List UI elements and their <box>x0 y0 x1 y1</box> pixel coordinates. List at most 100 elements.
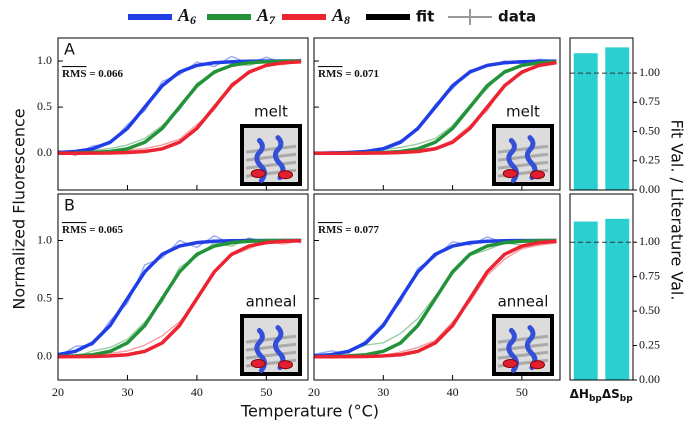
x-tick-label-sub: bp <box>620 394 633 404</box>
inset-dot <box>250 169 266 179</box>
rms-annotation: RMS = 0.065 <box>62 224 123 236</box>
fit-line <box>58 238 302 359</box>
rms-label: RMS <box>62 224 86 236</box>
bar <box>605 218 630 380</box>
legend-label-sub: 7 <box>269 13 276 27</box>
bar <box>573 221 598 380</box>
inset-dot <box>250 359 266 369</box>
x-tick-label: 20 <box>52 385 64 399</box>
rms-value: 0.065 <box>98 224 123 236</box>
plot-frame <box>313 37 561 191</box>
condition-label: anneal <box>246 293 297 311</box>
x-tick-label: 40 <box>191 385 203 399</box>
inset-surface <box>497 334 549 344</box>
rms-sep: = <box>86 68 98 80</box>
x-tick-label: 30 <box>377 385 389 399</box>
inset-surface <box>497 350 549 360</box>
rms-label: RMS <box>318 224 342 236</box>
inset-strand <box>272 325 286 371</box>
x-tick-label-sub: bp <box>589 394 602 404</box>
condition-label: melt <box>254 103 288 121</box>
inset-strand <box>524 135 538 181</box>
y-tick-label: 1.0 <box>37 232 52 246</box>
y-tick-label: 1.00 <box>639 65 660 79</box>
rms-annotation: RMS = 0.066 <box>62 68 123 80</box>
condition-label: anneal <box>498 293 549 311</box>
rms-sep: = <box>342 68 354 80</box>
y-tick-label: 0.25 <box>639 153 660 167</box>
y-tick-label: 0.50 <box>639 303 660 317</box>
legend-label: A6 <box>177 5 196 27</box>
x-tick-label-main: ΔS <box>602 387 620 401</box>
inset-dot <box>502 169 518 179</box>
fit-line <box>314 60 557 155</box>
inset-image <box>492 314 554 376</box>
rms-value: 0.071 <box>354 68 379 80</box>
rms-value: 0.077 <box>354 224 379 236</box>
rms-label: RMS <box>62 68 86 80</box>
y-tick-label: 0.00 <box>639 182 660 196</box>
rms-sep: = <box>86 224 98 236</box>
inset-dot <box>278 170 293 180</box>
y-tick-label: 0.0 <box>37 145 52 159</box>
plot-frame <box>569 37 634 191</box>
inset-surface <box>497 160 549 170</box>
legend-label: data <box>498 8 536 26</box>
x-tick-label: 50 <box>260 385 272 399</box>
x-tick-label: 40 <box>447 385 459 399</box>
rms-sep: = <box>342 224 354 236</box>
inset-surface <box>245 350 297 360</box>
inset-surface <box>245 160 297 170</box>
y-tick-label: 1.00 <box>639 234 660 248</box>
plot-frame <box>57 193 309 381</box>
condition-label: melt <box>506 103 540 121</box>
rms-label: RMS <box>318 68 342 80</box>
y-tick-label: 0.75 <box>639 268 660 282</box>
inset-image <box>492 124 554 186</box>
legend-label: A8 <box>331 5 350 27</box>
y-tick-label: 0.5 <box>37 99 52 113</box>
inset-image <box>240 124 302 186</box>
inset-dot <box>530 360 545 370</box>
inset-strand <box>272 135 286 181</box>
panel-label: B <box>64 196 75 215</box>
plot-frame <box>569 193 634 381</box>
fit-line <box>314 239 557 359</box>
legend-marker <box>464 9 476 25</box>
rms-annotation: RMS = 0.071 <box>318 68 379 80</box>
y-tick-label: 0.5 <box>37 290 52 304</box>
y-tick-label: 0.25 <box>639 337 660 351</box>
legend-label-main: A <box>177 5 190 25</box>
legend-label-sub: 8 <box>344 13 350 27</box>
inset-surface <box>497 144 549 154</box>
y-tick-label: 1.0 <box>37 53 52 67</box>
inset-surface <box>245 334 297 344</box>
bar-axis-label: Fit Val. / Literature Val. <box>668 120 687 301</box>
plot-frame <box>57 37 309 191</box>
inset-dot <box>278 360 293 370</box>
legend-label-main: A <box>256 5 269 25</box>
y-tick-label: 0.0 <box>37 349 52 363</box>
x-tick-label-main: ΔH <box>570 387 589 401</box>
x-tick-label: ΔSbp <box>602 387 633 404</box>
legend-label: A7 <box>256 5 276 27</box>
bar <box>573 53 598 191</box>
y-tick-label: 0.75 <box>639 94 660 108</box>
legend-label: fit <box>416 8 434 26</box>
y-axis-label: Normalized Fluorescence <box>10 108 29 309</box>
x-tick-label: 20 <box>308 385 320 399</box>
inset-surface <box>497 152 549 162</box>
x-tick-label: ΔHbp <box>570 387 603 404</box>
y-tick-label: 0.50 <box>639 123 660 137</box>
legend-label-sub: 6 <box>190 13 196 27</box>
x-tick-label: 30 <box>121 385 133 399</box>
inset-surface <box>245 144 297 154</box>
inset-image <box>240 314 302 376</box>
inset-strand <box>524 325 538 371</box>
fit-line <box>58 238 302 359</box>
fit-line <box>58 59 302 155</box>
x-axis-label: Temperature (°C) <box>240 402 379 421</box>
plot-frame <box>313 193 561 381</box>
rms-value: 0.066 <box>98 68 123 80</box>
